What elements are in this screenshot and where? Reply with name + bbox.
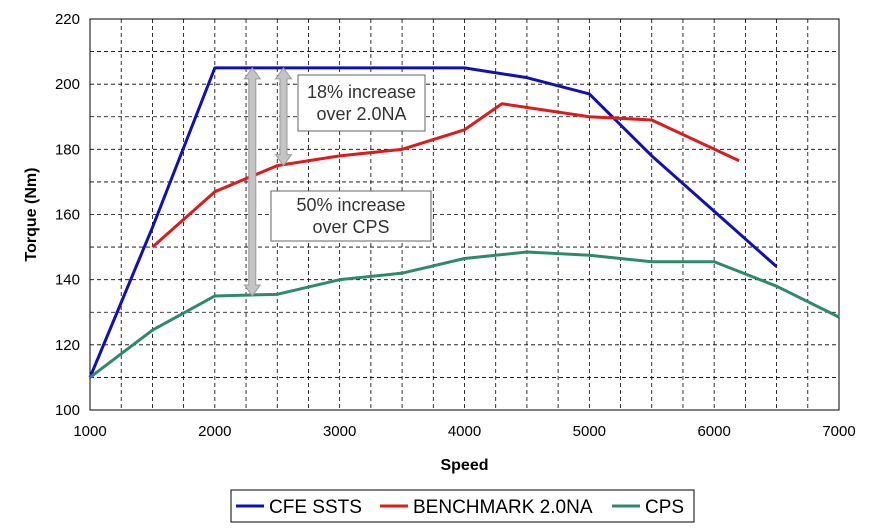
tick-labels: 1000 2000 3000 4000 5000 6000 7000 100 120 140 160… bbox=[55, 11, 856, 440]
series-line-1 bbox=[151, 102, 740, 249]
series-layer bbox=[88, 66, 840, 379]
x-tick-label: 1000 bbox=[73, 423, 106, 440]
legend: CFE SSTS BENCHMARK 2.0NA CPS bbox=[230, 489, 695, 523]
y-axis-title: Torque (Nm) bbox=[23, 168, 40, 262]
y-tick-label: 100 bbox=[55, 402, 80, 419]
x-tick-label: 7000 bbox=[822, 423, 855, 440]
annotation-label-1-line-0: 50% increase bbox=[296, 195, 405, 215]
annotation-label-1-line-1: over CPS bbox=[312, 217, 389, 237]
legend-label-2: CPS bbox=[645, 497, 684, 518]
annotation-box-1 bbox=[270, 190, 432, 242]
y-tick-label: 220 bbox=[55, 11, 80, 28]
x-tick-label: 6000 bbox=[697, 423, 730, 440]
annotation-label-0-line-0: 18% increase bbox=[307, 82, 416, 102]
y-tick-label: 180 bbox=[55, 141, 80, 158]
plot-area-frame bbox=[89, 18, 840, 411]
legend-label-0: CFE SSTS bbox=[269, 497, 362, 518]
x-tick-label: 4000 bbox=[448, 423, 481, 440]
series-line-0 bbox=[88, 66, 778, 378]
grid bbox=[90, 19, 839, 410]
x-tick-label: 5000 bbox=[573, 423, 606, 440]
y-tick-label: 160 bbox=[55, 207, 80, 224]
annotation-label-0-line-1: over 2.0NA bbox=[316, 104, 406, 124]
legend-label-1: BENCHMARK 2.0NA bbox=[413, 497, 593, 518]
y-tick-label: 120 bbox=[55, 337, 80, 354]
annotation-box-0 bbox=[297, 74, 426, 132]
y-tick-label: 140 bbox=[55, 272, 80, 289]
annotation-arrow-0 bbox=[274, 67, 293, 167]
y-tick-label: 200 bbox=[55, 76, 80, 93]
annotation-arrow-1 bbox=[243, 67, 262, 297]
x-tick-label: 2000 bbox=[198, 423, 231, 440]
series-line-2 bbox=[89, 250, 840, 379]
x-tick-label: 3000 bbox=[323, 423, 356, 440]
x-axis-title: Speed bbox=[440, 457, 488, 474]
